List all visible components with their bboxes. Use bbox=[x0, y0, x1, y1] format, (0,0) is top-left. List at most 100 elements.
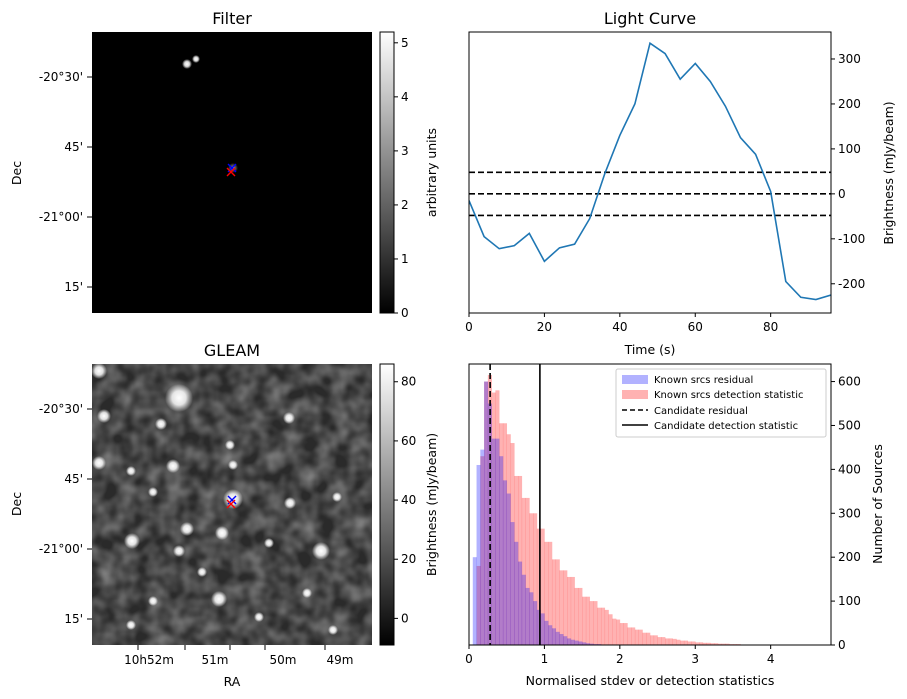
gleam-yaxis: -20°30' 45' -21°00' 15' bbox=[39, 402, 92, 626]
histogram-bar bbox=[604, 609, 609, 645]
histogram-bar bbox=[536, 609, 541, 645]
lc-xtick-label: 60 bbox=[688, 320, 703, 334]
hist-xtick-label: 0 bbox=[465, 652, 473, 666]
histogram-bar bbox=[559, 570, 564, 645]
colorbar-tick-label: 20 bbox=[401, 552, 416, 566]
hist-xtick-label: 1 bbox=[541, 652, 549, 666]
dec-tick-label: -21°00' bbox=[39, 210, 83, 224]
colorbar-label: Brightness (mJy/beam) bbox=[424, 433, 439, 576]
gleam-source bbox=[328, 625, 338, 635]
hist-ytick-label: 0 bbox=[838, 638, 846, 652]
filter-source bbox=[228, 163, 238, 173]
histogram-bar bbox=[717, 643, 722, 645]
histogram-ylabel: Number of Sources bbox=[870, 444, 885, 564]
gleam-xaxis: 10h52m 51m 50m 49m bbox=[124, 645, 353, 667]
histogram-bar bbox=[502, 423, 508, 645]
gleam-source bbox=[225, 440, 235, 450]
histogram-bar bbox=[559, 634, 564, 645]
gleam-source bbox=[92, 456, 106, 470]
histogram-bar bbox=[484, 381, 489, 645]
filter-markers bbox=[226, 163, 237, 177]
histogram-bar bbox=[665, 638, 670, 645]
gleam-source bbox=[148, 596, 158, 606]
histogram-bar bbox=[710, 643, 715, 645]
filter-title: Filter bbox=[212, 9, 252, 28]
histogram-bar bbox=[597, 607, 602, 645]
filter-frame bbox=[137, 308, 326, 313]
histogram-bar bbox=[529, 513, 534, 645]
dec-tick-label: -20°30' bbox=[39, 70, 83, 84]
lightcurve-frame bbox=[468, 31, 832, 314]
gleam-source bbox=[126, 466, 136, 476]
lightcurve-panel: Light Curve 0 20 40 60 80-200-1000100200300 … bbox=[465, 9, 896, 357]
histogram-bar bbox=[574, 640, 579, 645]
filter-image-sources bbox=[182, 55, 238, 173]
hist-ytick-label: 500 bbox=[838, 418, 861, 432]
histogram-bar bbox=[574, 587, 579, 645]
histogram-bar bbox=[533, 513, 538, 645]
lightcurve-xlabel: Time (s) bbox=[624, 342, 676, 357]
dec-tick-label: 45' bbox=[64, 472, 83, 486]
histogram-bar bbox=[612, 618, 617, 645]
histogram-bar bbox=[521, 574, 526, 645]
histogram-bar bbox=[476, 464, 481, 645]
histogram-bar bbox=[578, 641, 583, 645]
histogram-bar bbox=[616, 619, 621, 645]
lc-xtick-label: 20 bbox=[537, 320, 552, 334]
filter-ylabel: Dec bbox=[9, 161, 24, 185]
gleam-source bbox=[254, 612, 264, 622]
histogram-bar bbox=[657, 637, 662, 645]
gleam-source bbox=[228, 460, 238, 470]
histogram-bar bbox=[514, 475, 519, 645]
histogram-bar bbox=[484, 381, 489, 645]
gleam-source bbox=[264, 538, 274, 548]
lc-ytick-label: -200 bbox=[838, 277, 865, 291]
legend-label: Candidate residual bbox=[654, 406, 748, 417]
gleam-source bbox=[124, 533, 140, 549]
gleam-source bbox=[211, 591, 227, 607]
gleam-source bbox=[332, 492, 342, 502]
gleam-source bbox=[173, 545, 185, 557]
histogram-panel: 0 1 2 3 4 0 100 200 300 400 500 600 Normalised stde… bbox=[465, 363, 885, 688]
histogram-bar bbox=[480, 449, 485, 645]
colorbar-tick-label: 80 bbox=[401, 375, 416, 389]
hist-ytick-label: 100 bbox=[838, 594, 861, 608]
histogram-axes: 0 1 2 3 4 0 100 200 300 400 500 600 bbox=[465, 375, 861, 666]
histogram-bar bbox=[650, 635, 655, 645]
histogram-bar bbox=[555, 559, 560, 645]
histogram-bar bbox=[695, 642, 700, 645]
histogram-bar bbox=[536, 528, 541, 645]
colorbar-gradient bbox=[379, 31, 395, 314]
histogram-bar bbox=[661, 637, 666, 645]
histogram-bar bbox=[529, 592, 534, 645]
histogram-bar bbox=[499, 456, 504, 645]
histogram-bar bbox=[480, 456, 485, 645]
lightcurve-series-line bbox=[469, 41, 831, 301]
colorbar-tick-label: 4 bbox=[401, 90, 409, 104]
histogram-bar bbox=[721, 643, 726, 645]
histogram-bar bbox=[702, 642, 707, 645]
gleam-xtick-label: 51m bbox=[202, 653, 229, 667]
histogram-bar bbox=[491, 438, 496, 645]
gleam-source bbox=[97, 409, 111, 423]
histogram-bar bbox=[487, 403, 492, 645]
histogram-bar bbox=[533, 601, 538, 645]
colorbar-label: arbitrary units bbox=[424, 128, 439, 217]
gleam-source bbox=[312, 542, 330, 560]
histogram-legend: Known srcs residual Known srcs detection… bbox=[615, 368, 827, 438]
histogram-bar bbox=[634, 629, 639, 645]
hist-xtick-label: 4 bbox=[767, 652, 775, 666]
dec-tick-label: -20°30' bbox=[39, 402, 83, 416]
histogram-bar bbox=[642, 632, 647, 645]
gleam-colorbar: 0 20 40 60 80 Brightness (mJy/beam) bbox=[379, 363, 439, 646]
histogram-bar bbox=[525, 497, 530, 645]
gleam-source bbox=[126, 620, 136, 630]
legend-label: Candidate detection statistic bbox=[654, 421, 798, 432]
gleam-ylabel: Dec bbox=[9, 492, 24, 516]
histogram-bar bbox=[582, 596, 587, 645]
histogram-bar bbox=[567, 576, 572, 645]
gleam-panel: GLEAM -20°30' 45' -21°00' 15' 10h52m 51m 50… bbox=[9, 341, 439, 689]
histogram-bar bbox=[646, 632, 651, 645]
filter-source bbox=[182, 59, 192, 69]
histogram-bar bbox=[691, 641, 696, 645]
